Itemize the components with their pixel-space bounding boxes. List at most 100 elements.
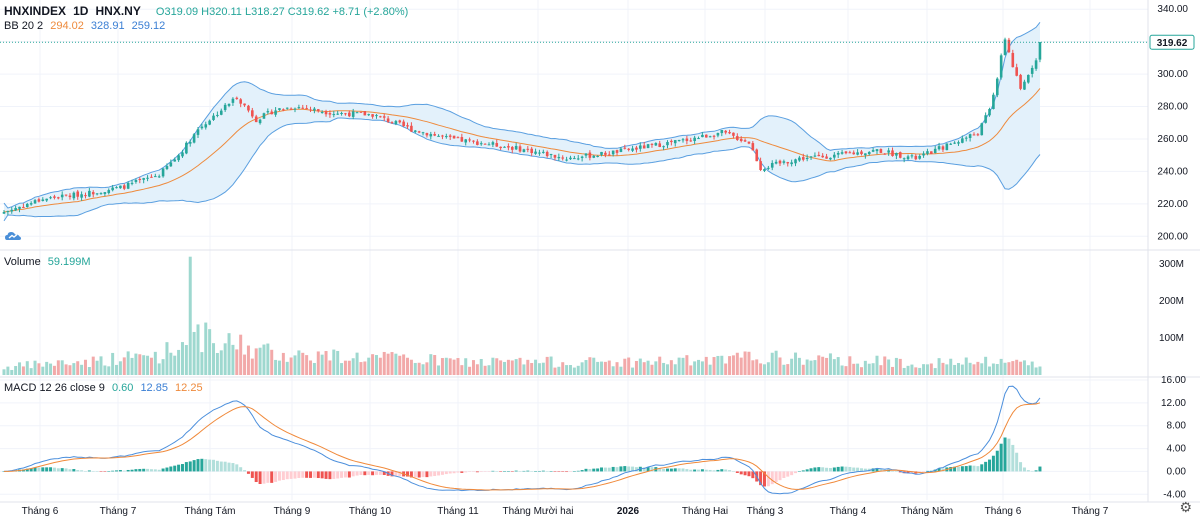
macd-histogram-bar <box>646 467 650 472</box>
volume-bar <box>999 358 1003 375</box>
candle-body <box>980 123 984 136</box>
candle-body <box>844 151 848 154</box>
time-tick-label: Tháng 10 <box>349 506 392 517</box>
candle-body <box>33 200 37 204</box>
macd-histogram-bar <box>894 471 898 472</box>
volume-bar <box>933 368 937 375</box>
candle-body <box>887 150 890 153</box>
volume-bar <box>735 352 739 375</box>
macd-histogram-bar <box>56 468 60 472</box>
volume-bar <box>429 354 433 375</box>
macd-histogram-bar <box>153 469 157 472</box>
macd-histogram-bar <box>852 467 856 472</box>
candle-body <box>154 176 157 178</box>
symbol-name[interactable]: HNXINDEX <box>4 4 67 18</box>
gear-icon[interactable]: ⚙ <box>1179 499 1192 515</box>
macd-histogram-bar <box>394 471 398 477</box>
macd-histogram-bar <box>848 466 852 472</box>
volume-bar <box>440 358 444 375</box>
macd-histogram-bar <box>693 469 697 472</box>
candle-body <box>142 178 145 180</box>
candle-body <box>72 192 76 199</box>
macd-histogram-bar <box>41 467 45 472</box>
cloud-logo-icon[interactable] <box>4 229 22 243</box>
macd-histogram-bar <box>80 470 84 472</box>
candle-body <box>867 151 871 155</box>
bb-label[interactable]: BB 20 2 <box>4 20 44 32</box>
macd-histogram-bar <box>964 466 968 472</box>
volume-bar <box>743 351 747 375</box>
macd-hist-value: 0.60 <box>111 382 134 394</box>
macd-histogram-bar <box>836 466 840 472</box>
candle-body <box>1034 60 1038 69</box>
volume-bar <box>553 367 557 375</box>
macd-histogram-bar <box>588 469 592 472</box>
interval-label[interactable]: 1D <box>73 4 89 18</box>
volume-bar <box>421 364 425 375</box>
macd-histogram-bar <box>782 471 786 479</box>
macd-histogram-bar <box>518 471 522 472</box>
volume-bar <box>840 365 844 375</box>
macd-histogram-bar <box>510 471 514 472</box>
volume-bar <box>700 361 704 375</box>
macd-histogram-bar <box>52 467 56 472</box>
candle-body <box>611 150 615 155</box>
volume-bar <box>169 352 173 375</box>
candle-body <box>499 146 502 149</box>
candle-body <box>693 137 696 142</box>
candle-body <box>340 112 343 114</box>
bollinger-lower-line <box>3 117 1041 222</box>
volume-bar <box>398 355 402 375</box>
volume-bar <box>223 343 227 375</box>
volume-label[interactable]: Volume <box>4 256 41 268</box>
volume-bar <box>227 333 231 375</box>
volume-bar <box>984 356 988 375</box>
candle-body <box>2 211 6 214</box>
macd-histogram-bar <box>673 468 677 472</box>
macd-histogram-bar <box>83 471 87 472</box>
macd-histogram-bar <box>600 467 604 472</box>
macd-histogram-bar <box>794 471 798 474</box>
volume-tick-label: 200M <box>1159 296 1184 307</box>
macd-histogram-bar <box>444 471 448 475</box>
volume-bar <box>499 360 503 375</box>
candle-body <box>363 111 367 116</box>
volume-bar <box>863 360 867 375</box>
volume-bar <box>568 365 572 375</box>
price-tick-label: 260.00 <box>1157 134 1188 145</box>
macd-histogram-bar <box>204 459 208 472</box>
volume-bar <box>883 356 887 375</box>
candle-body <box>720 129 724 134</box>
macd-histogram-bar <box>813 467 817 472</box>
candle-body <box>324 111 328 115</box>
macd-histogram-bar <box>177 464 181 472</box>
candle-body <box>138 178 142 180</box>
volume-bar <box>14 366 18 375</box>
volume-bar <box>1026 365 1030 375</box>
macd-histogram-bar <box>487 471 491 472</box>
macd-histogram-bar <box>759 471 763 486</box>
candle-body <box>390 122 394 124</box>
volume-bar <box>755 359 759 375</box>
candle-body <box>169 162 173 167</box>
volume-bar <box>972 364 976 375</box>
volume-bar <box>797 357 801 375</box>
candle-body <box>848 152 852 154</box>
volume-bar <box>456 358 460 375</box>
macd-histogram-bar <box>1038 466 1042 472</box>
candle-body <box>80 194 83 198</box>
volume-bar <box>848 356 852 375</box>
macd-histogram-bar <box>572 471 576 472</box>
volume-bar <box>611 366 615 375</box>
candle-body <box>1023 81 1026 90</box>
volume-bar <box>891 366 895 375</box>
volume-bar <box>157 363 161 375</box>
candle-body <box>417 131 421 133</box>
volume-bar <box>444 357 448 375</box>
candle-body <box>829 157 832 160</box>
macd-histogram-bar <box>37 467 41 472</box>
macd-label[interactable]: MACD 12 26 close 9 <box>4 382 105 394</box>
candle-body <box>394 121 398 124</box>
macd-histogram-bar <box>243 470 247 472</box>
volume-bar <box>724 363 728 375</box>
